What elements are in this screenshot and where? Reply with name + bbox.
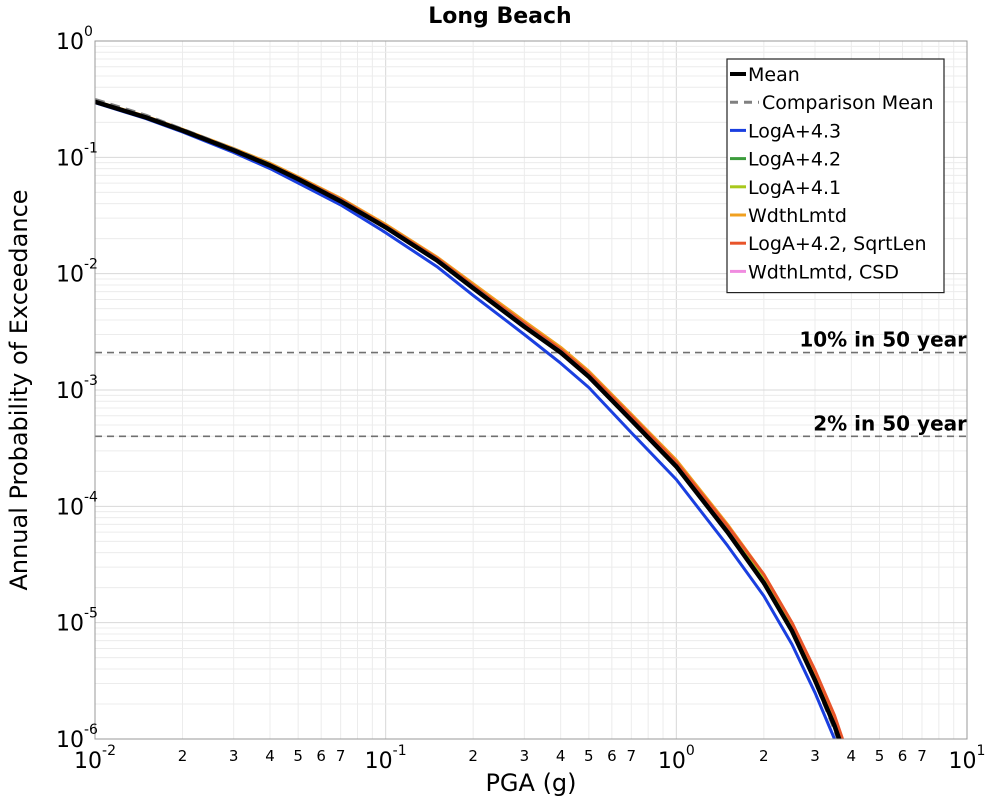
series-layer <box>95 97 845 739</box>
x-major-tick-label: 100 <box>658 743 695 774</box>
reference-line-label: 10% in 50 year <box>799 328 967 352</box>
legend-label: LogA+4.3 <box>748 120 841 142</box>
y-major-tick-label: 10-4 <box>56 489 98 520</box>
x-minor-tick-label: 4 <box>265 747 275 765</box>
x-minor-tick-label: 3 <box>520 747 530 765</box>
x-minor-tick-label: 2 <box>759 747 769 765</box>
x-minor-tick-label: 7 <box>627 747 637 765</box>
legend-label: WdthLmtd <box>748 205 847 227</box>
grid-layer <box>94 41 967 740</box>
x-minor-tick-label: 5 <box>875 747 885 765</box>
x-major-tick-label: 10-1 <box>365 743 407 774</box>
y-major-tick-label: 10-5 <box>56 606 98 637</box>
x-minor-tick-label: 2 <box>178 747 188 765</box>
x-axis-label: PGA (g) <box>485 769 576 797</box>
legend-box <box>726 58 945 294</box>
y-major-tick-label: 10-1 <box>56 140 98 171</box>
legend-label: LogA+4.2, SqrtLen <box>748 233 927 255</box>
chart-title: Long Beach <box>428 4 571 29</box>
legend: Mean Comparison Mean LogA+4.3 LogA+4.2 LogA+… <box>726 58 945 294</box>
legend-label: LogA+4.1 <box>748 177 841 199</box>
y-major-tick-label: 10-6 <box>56 722 98 753</box>
legend-label: Comparison Mean <box>762 92 934 114</box>
legend-label: Mean <box>748 64 800 86</box>
x-minor-tick-label: 3 <box>229 747 239 765</box>
x-minor-tick-label: 5 <box>584 747 594 765</box>
x-minor-tick-label: 7 <box>336 747 346 765</box>
y-axis-ticks: 100 10-1 10-2 10-3 10-4 10-5 10-6 <box>56 24 98 753</box>
legend-label: WdthLmtd, CSD <box>748 261 899 283</box>
x-minor-tick-label: 3 <box>810 747 820 765</box>
x-minor-tick-label: 6 <box>316 747 326 765</box>
x-major-tick-label: 10-2 <box>74 743 116 774</box>
x-minor-tick-label: 2 <box>468 747 478 765</box>
x-minor-tick-label: 4 <box>847 747 857 765</box>
x-major-tick-label: 101 <box>949 743 986 774</box>
x-minor-tick-label: 5 <box>293 747 303 765</box>
x-minor-tick-label: 4 <box>556 747 566 765</box>
legend-label: LogA+4.2 <box>748 149 841 171</box>
y-major-tick-label: 10-2 <box>56 257 98 288</box>
reference-line-label: 2% in 50 year <box>813 411 967 435</box>
x-minor-tick-label: 6 <box>898 747 908 765</box>
x-minor-tick-label: 7 <box>917 747 927 765</box>
reference-lines: 10% in 50 year 2% in 50 year <box>95 328 967 438</box>
x-minor-tick-label: 6 <box>607 747 617 765</box>
y-major-tick-label: 10-3 <box>56 373 98 404</box>
series-line-loga-4-3 <box>95 101 837 739</box>
series-line-mean <box>95 99 842 739</box>
y-major-tick-label: 100 <box>56 24 93 55</box>
plot-frame <box>94 40 968 740</box>
y-axis-label: Annual Probability of Exceedance <box>5 189 33 590</box>
